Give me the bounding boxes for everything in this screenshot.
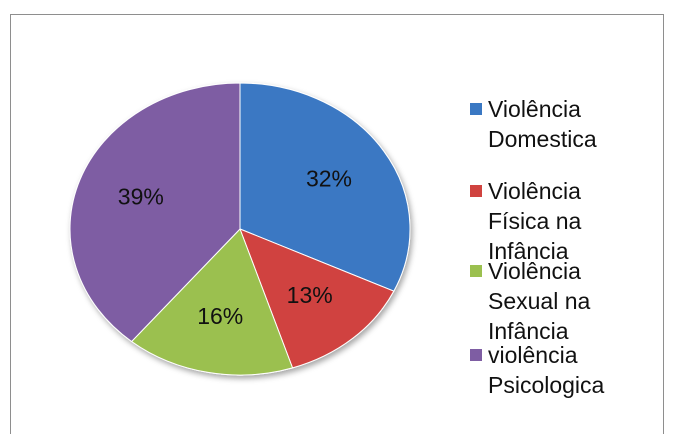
legend-swatch xyxy=(470,265,482,277)
legend-swatch xyxy=(470,103,482,115)
legend-swatch xyxy=(470,185,482,197)
legend-label: Violência Sexual na Infância xyxy=(488,258,591,344)
legend-label: Violência Domestica xyxy=(488,96,597,152)
legend-label: violência Psicologica xyxy=(488,342,605,398)
pie-data-label-1: 13% xyxy=(287,282,333,308)
pie-slice-1 xyxy=(239,228,395,369)
legend-label: Violência Física na Infância xyxy=(488,178,582,264)
pie-data-label-0: 32% xyxy=(306,166,352,192)
pie-slice-0 xyxy=(239,82,411,292)
pie-data-labels: 32% 13% 16% 39% xyxy=(118,166,352,329)
legend-swatch xyxy=(470,349,482,361)
pie-slice-3 xyxy=(69,82,241,343)
pie-data-label-3: 39% xyxy=(118,183,164,209)
pie-slice-2 xyxy=(130,228,294,376)
pie-slices xyxy=(69,82,411,376)
pie-data-label-2: 16% xyxy=(197,303,243,329)
